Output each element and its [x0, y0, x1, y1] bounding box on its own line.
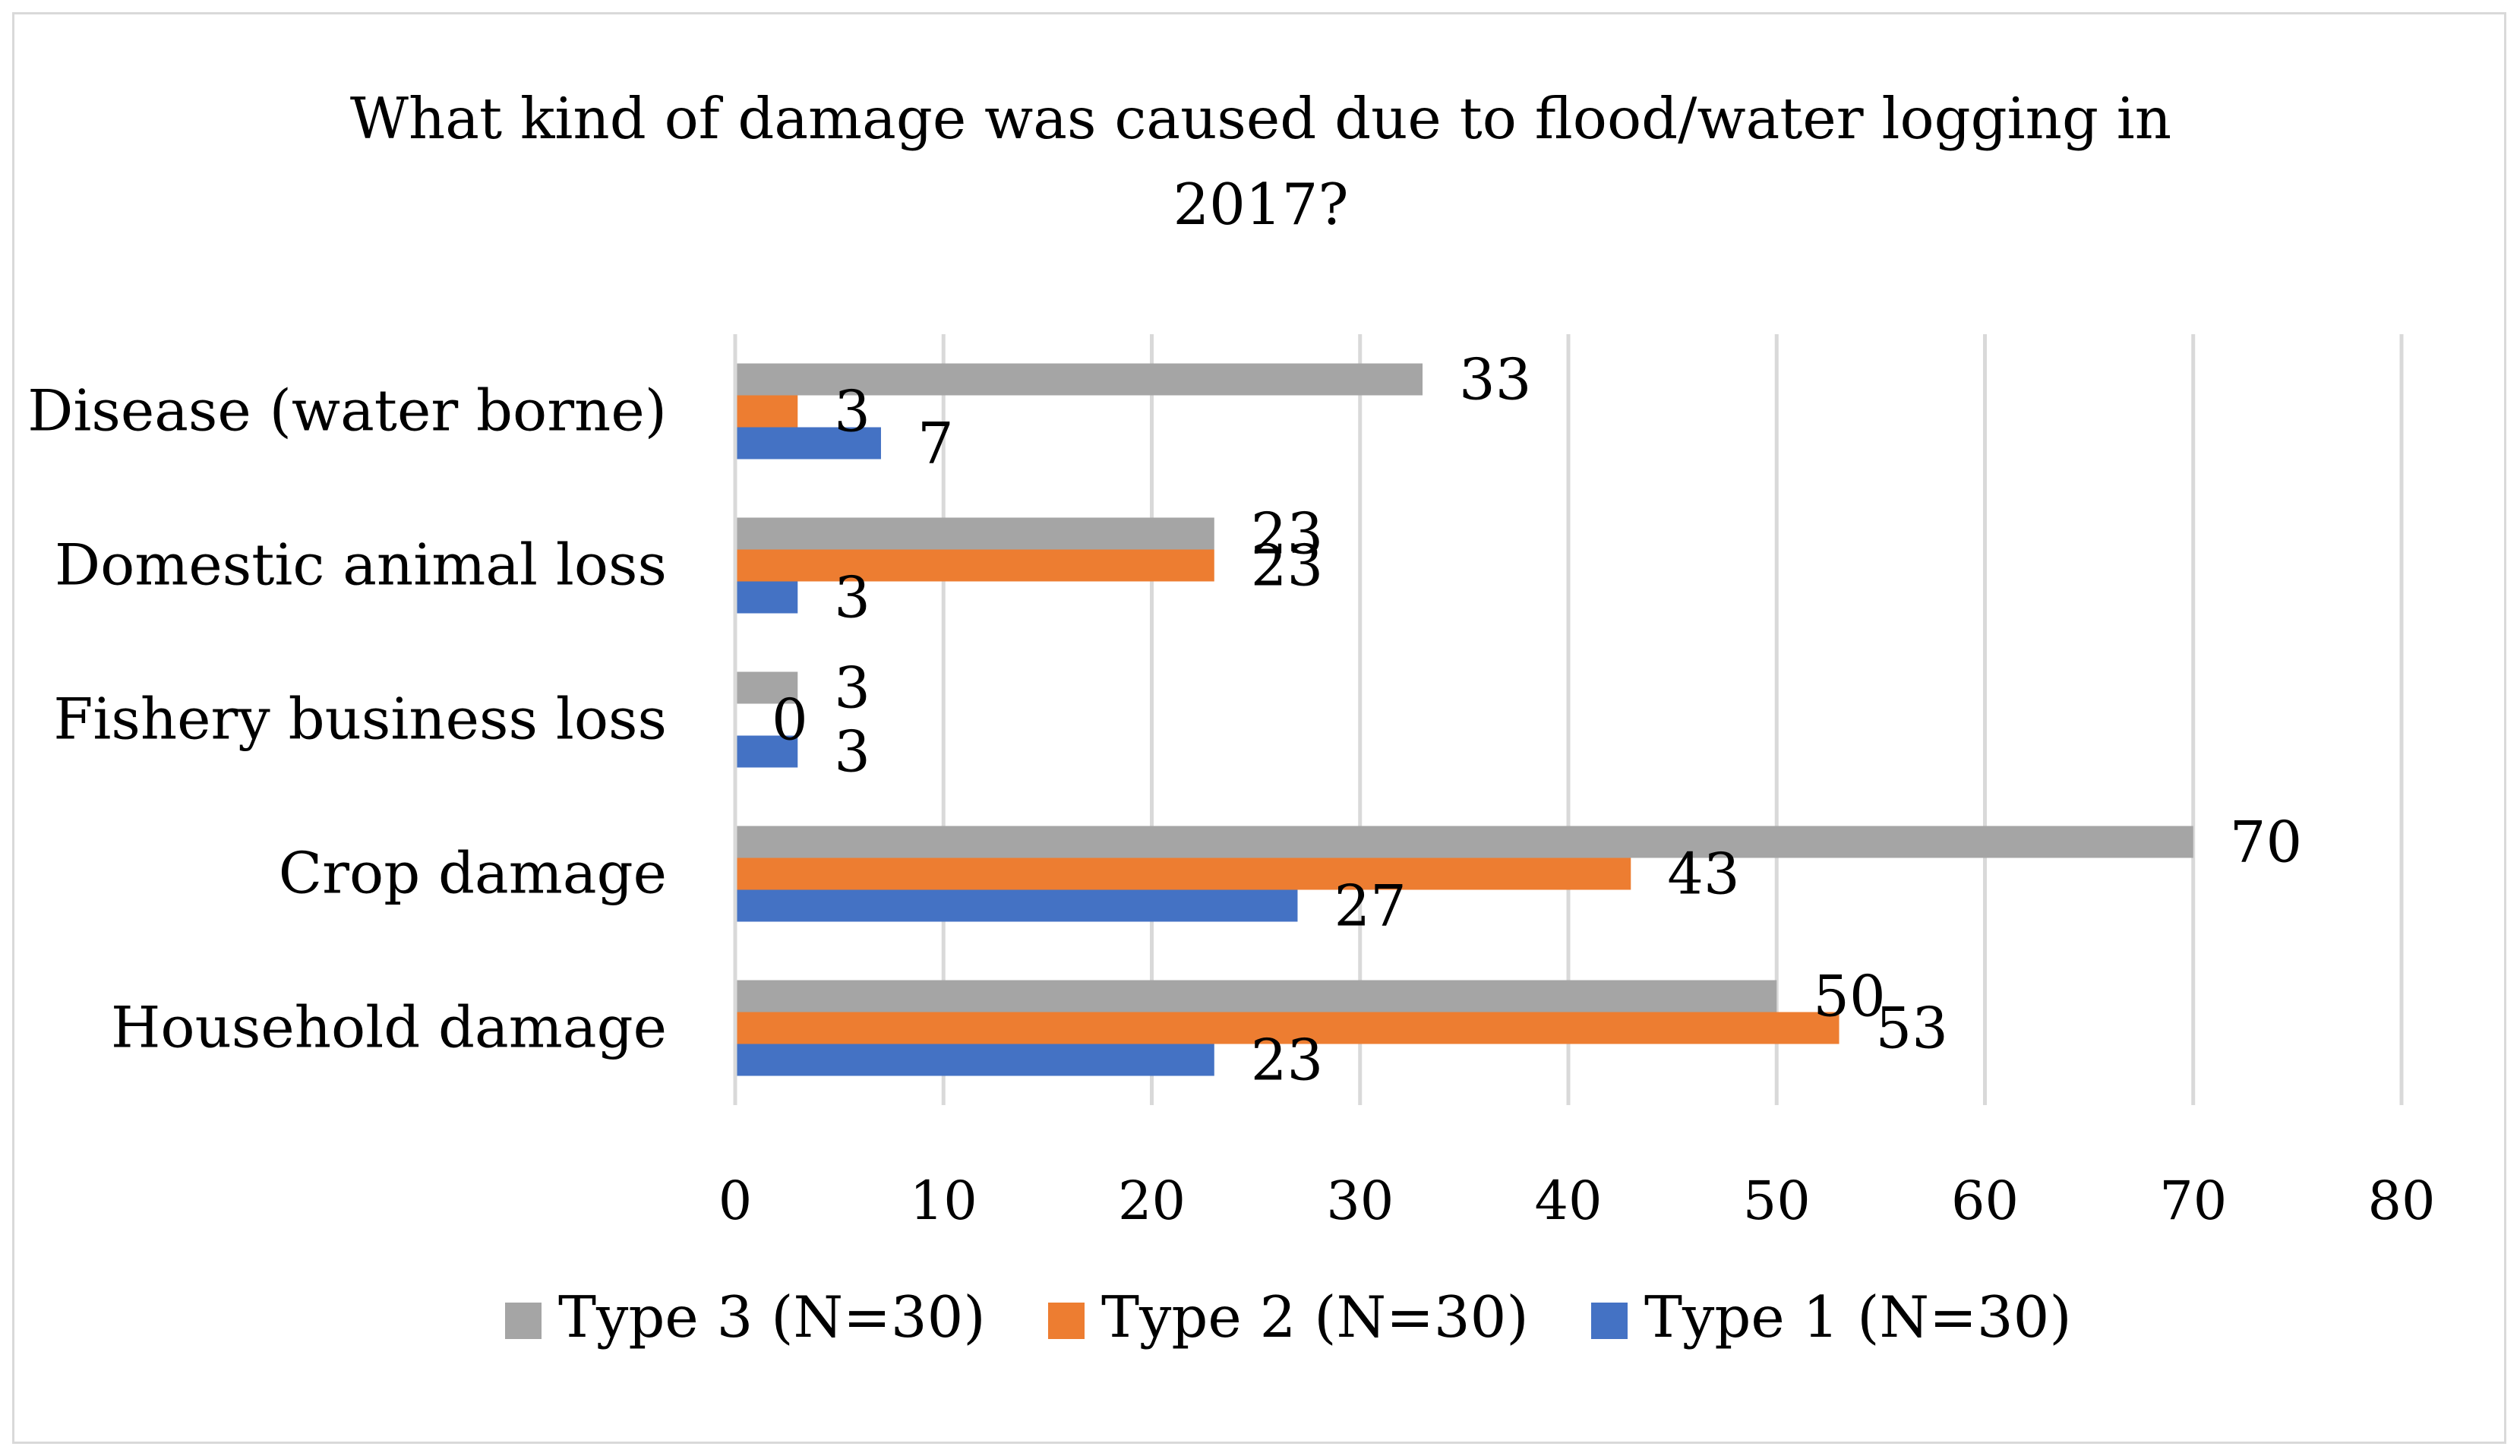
- bar-type-1-n-30-crop-damage: [735, 889, 1298, 922]
- x-tick-label-40: 40: [1534, 1170, 1602, 1232]
- data-label-type-3-n-30-disease-water-borne: 33: [1459, 346, 1531, 413]
- bar-type-3-n-30-crop-damage: [735, 826, 2193, 858]
- data-label-type-1-n-30-fishery-business-loss: 3: [834, 719, 870, 785]
- category-label-household-damage: Household damage: [111, 994, 667, 1061]
- legend-swatch-type-1-n-30: [1591, 1303, 1628, 1339]
- data-label-type-2-n-30-domestic-animal-loss: 23: [1251, 532, 1323, 599]
- legend-swatch-type-2-n-30: [1048, 1303, 1085, 1339]
- category-label-crop-damage: Crop damage: [279, 840, 667, 907]
- category-label-fishery-business-loss: Fishery business loss: [53, 686, 667, 753]
- bar-type-3-n-30-disease-water-borne: [735, 363, 1423, 396]
- bar-type-2-n-30-domestic-animal-loss: [735, 549, 1214, 582]
- bar-type-1-n-30-disease-water-borne: [735, 427, 881, 460]
- data-label-type-3-n-30-household-damage: 50: [1813, 963, 1885, 1030]
- x-tick-label-60: 60: [1951, 1170, 2019, 1232]
- bar-type-3-n-30-fishery-business-loss: [735, 671, 798, 704]
- data-label-type-3-n-30-crop-damage: 70: [2230, 809, 2302, 876]
- bar-type-2-n-30-disease-water-borne: [735, 395, 798, 428]
- bar-type-3-n-30-household-damage: [735, 980, 1777, 1012]
- bar-type-1-n-30-fishery-business-loss: [735, 735, 798, 768]
- data-label-type-1-n-30-household-damage: 23: [1251, 1027, 1323, 1094]
- x-tick-label-80: 80: [2367, 1170, 2435, 1232]
- x-tick-label-0: 0: [718, 1170, 753, 1232]
- gridlines: [941, 334, 2404, 1105]
- data-label-type-1-n-30-domestic-animal-loss: 3: [834, 564, 870, 631]
- legend-label-type-3-n-30: Type 3 (N=30): [558, 1284, 986, 1350]
- x-tick-label-50: 50: [1743, 1170, 1811, 1232]
- x-tick-label-10: 10: [910, 1170, 977, 1232]
- legend: Type 3 (N=30) Type 2 (N=30) Type 1 (N=30): [505, 1284, 2072, 1350]
- data-label-type-2-n-30-household-damage: 53: [1876, 995, 1948, 1062]
- chart-title-line-2: 2017?: [1173, 171, 1348, 238]
- chart-title-line-1: What kind of damage was caused due to fl…: [350, 85, 2171, 152]
- data-label-type-3-n-30-fishery-business-loss: 3: [834, 655, 870, 722]
- bar-type-3-n-30-domestic-animal-loss: [735, 517, 1214, 550]
- bar-type-2-n-30-crop-damage: [735, 857, 1631, 890]
- chart-title: What kind of damage was caused due to fl…: [350, 85, 2171, 238]
- x-tick-label-70: 70: [2159, 1170, 2227, 1232]
- data-label-type-2-n-30-fishery-business-loss: 0: [772, 687, 808, 753]
- data-label-type-2-n-30-disease-water-borne: 3: [834, 378, 870, 445]
- bar-type-1-n-30-domestic-animal-loss: [735, 581, 798, 614]
- chart-frame: [12, 12, 2506, 1444]
- bar-type-1-n-30-household-damage: [735, 1044, 1214, 1076]
- category-label-domestic-animal-loss: Domestic animal loss: [55, 532, 667, 599]
- data-label-type-1-n-30-disease-water-borne: 7: [917, 410, 954, 477]
- x-tick-label-20: 20: [1118, 1170, 1186, 1232]
- legend-label-type-1-n-30: Type 1 (N=30): [1644, 1284, 2072, 1350]
- x-tick-label-30: 30: [1326, 1170, 1394, 1232]
- legend-label-type-2-n-30: Type 2 (N=30): [1101, 1284, 1529, 1350]
- data-label-type-1-n-30-crop-damage: 27: [1334, 873, 1406, 940]
- legend-swatch-type-3-n-30: [505, 1303, 542, 1339]
- category-label-disease-water-borne: Disease (water borne): [27, 377, 667, 444]
- bar-type-2-n-30-household-damage: [735, 1012, 1839, 1044]
- data-label-type-2-n-30-crop-damage: 43: [1667, 841, 1739, 908]
- bars: [735, 363, 2193, 1076]
- data-label-type-3-n-30-domestic-animal-loss: 23: [1251, 501, 1323, 567]
